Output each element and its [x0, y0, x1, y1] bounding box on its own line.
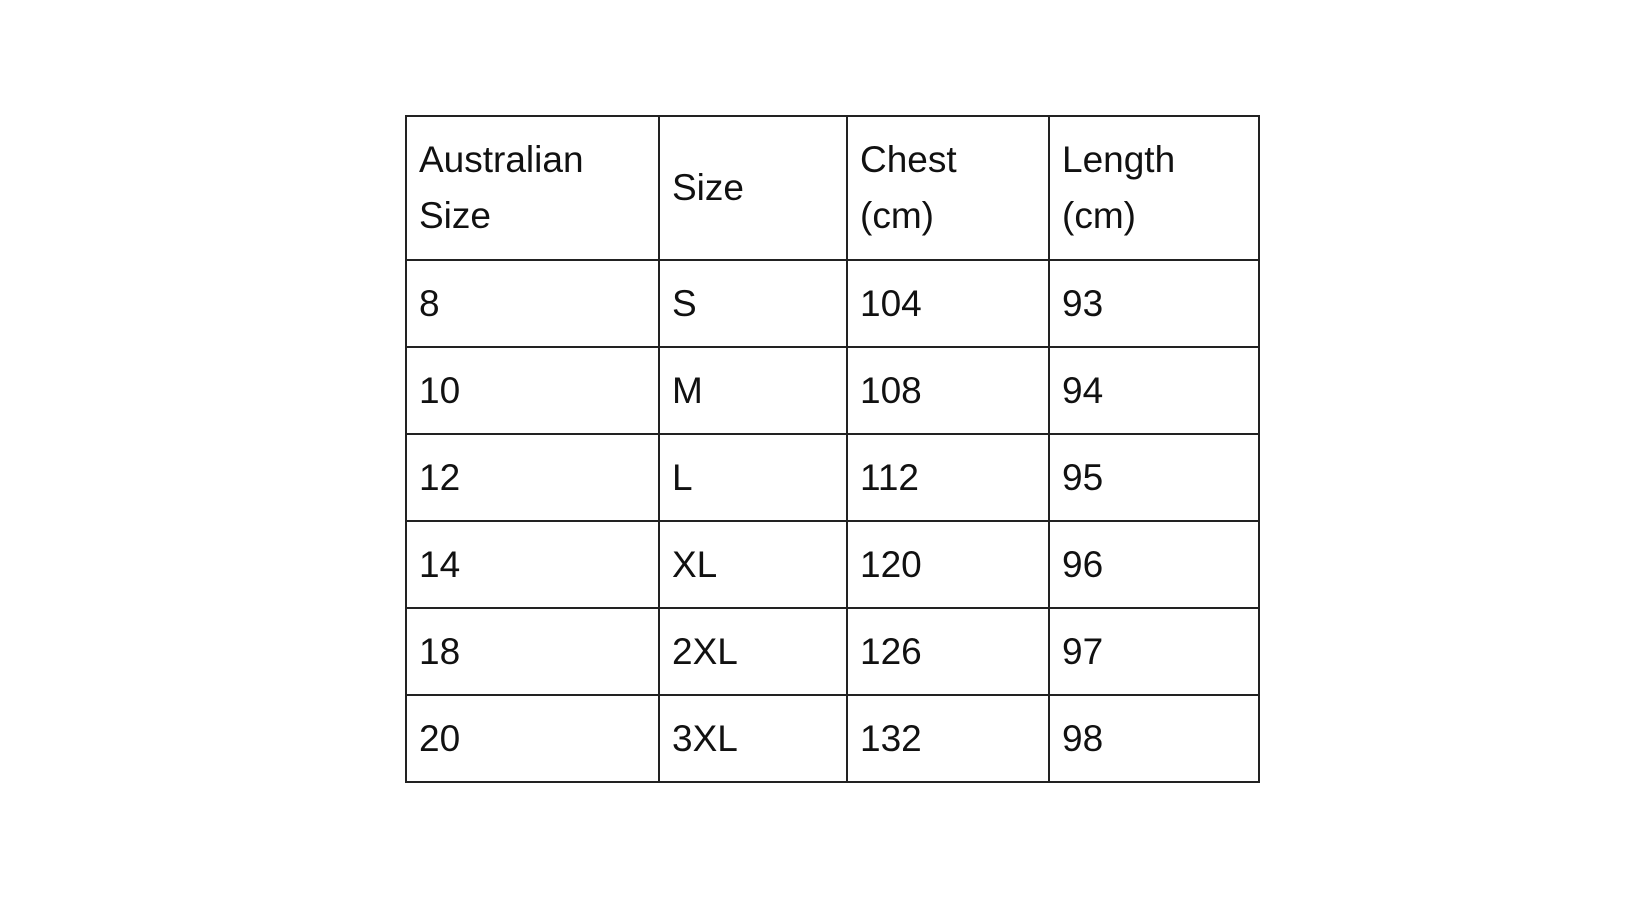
size-chart-table: Australian Size Size Chest (cm) Length (…	[405, 115, 1260, 783]
table-row: 18 2XL 126 97	[405, 607, 1260, 696]
cell-chest: 104	[846, 259, 1050, 348]
cell-length: 97	[1048, 607, 1260, 696]
cell-size: XL	[658, 520, 848, 609]
cell-australian-size: 12	[405, 433, 660, 522]
cell-australian-size: 18	[405, 607, 660, 696]
cell-chest: 120	[846, 520, 1050, 609]
header-chest: Chest (cm)	[846, 115, 1050, 261]
cell-size: S	[658, 259, 848, 348]
header-row: Australian Size Size Chest (cm) Length (…	[405, 115, 1260, 261]
cell-length: 94	[1048, 346, 1260, 435]
header-size: Size	[658, 115, 848, 261]
table-row: 14 XL 120 96	[405, 520, 1260, 609]
cell-size: L	[658, 433, 848, 522]
cell-chest: 126	[846, 607, 1050, 696]
cell-length: 95	[1048, 433, 1260, 522]
cell-australian-size: 8	[405, 259, 660, 348]
cell-australian-size: 20	[405, 694, 660, 783]
header-australian-size: Australian Size	[405, 115, 660, 261]
table-row: 12 L 112 95	[405, 433, 1260, 522]
table-row: 8 S 104 93	[405, 259, 1260, 348]
cell-size: 3XL	[658, 694, 848, 783]
header-length: Length (cm)	[1048, 115, 1260, 261]
table-row: 20 3XL 132 98	[405, 694, 1260, 783]
cell-chest: 108	[846, 346, 1050, 435]
cell-australian-size: 10	[405, 346, 660, 435]
cell-chest: 132	[846, 694, 1050, 783]
cell-length: 96	[1048, 520, 1260, 609]
cell-chest: 112	[846, 433, 1050, 522]
cell-size: M	[658, 346, 848, 435]
cell-size: 2XL	[658, 607, 848, 696]
cell-australian-size: 14	[405, 520, 660, 609]
table-row: 10 M 108 94	[405, 346, 1260, 435]
cell-length: 98	[1048, 694, 1260, 783]
cell-length: 93	[1048, 259, 1260, 348]
